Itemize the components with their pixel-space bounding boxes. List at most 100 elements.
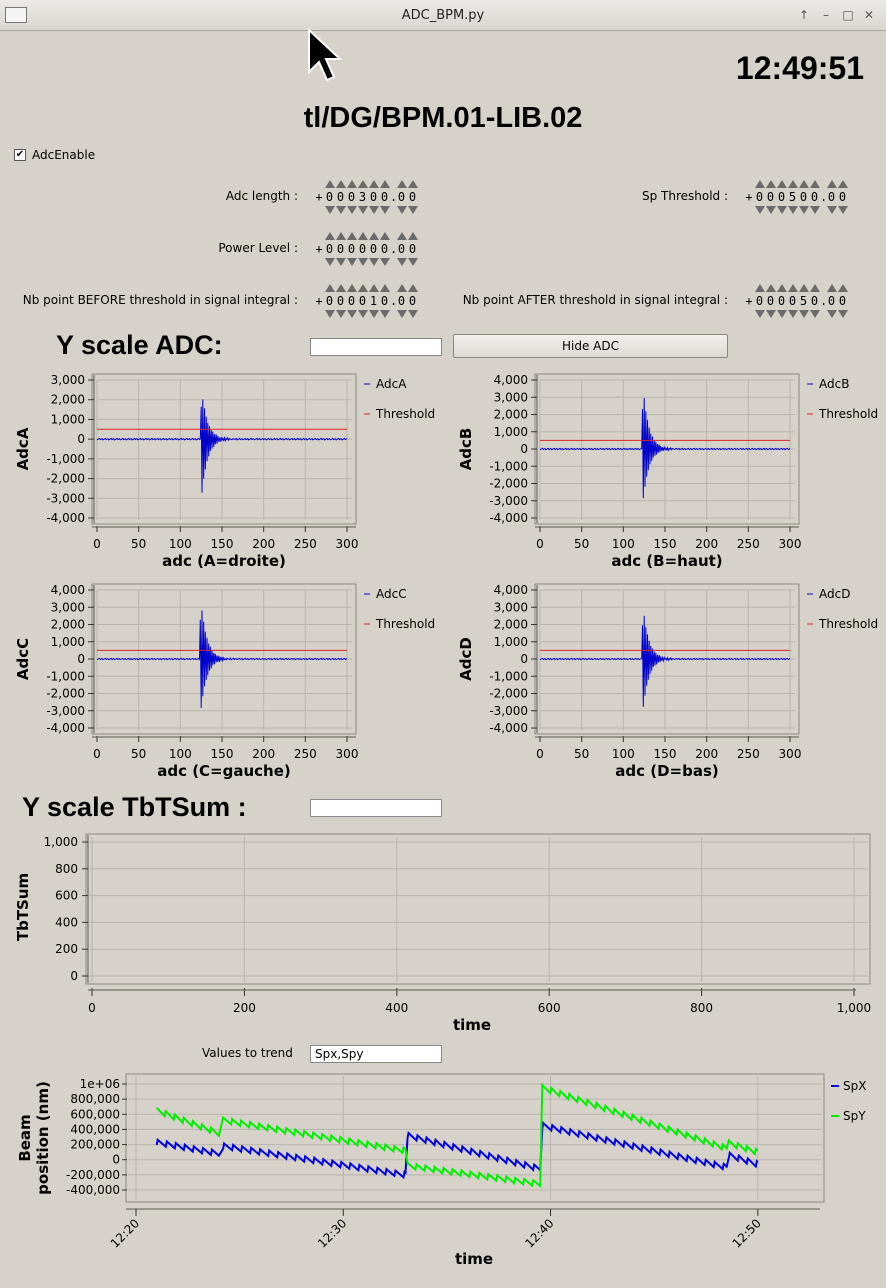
arrow-up-icon[interactable] — [369, 232, 379, 240]
arrow-up-icon[interactable] — [838, 180, 848, 188]
arrow-up-icon[interactable] — [777, 180, 787, 188]
arrow-up-icon[interactable] — [408, 232, 418, 240]
arrow-up-icon[interactable] — [799, 284, 809, 292]
adc-d-chart[interactable]: 4,000 3,000 2,000 1,000 0 -1,000 -2,000 -3,000 -… — [443, 576, 886, 786]
digit-wheel[interactable]: 0 — [324, 231, 335, 267]
arrow-down-icon[interactable] — [369, 310, 379, 318]
digit-wheel[interactable]: 0 — [396, 231, 407, 267]
digit-wheel[interactable]: 0 — [809, 283, 820, 319]
arrow-up-icon[interactable] — [755, 284, 765, 292]
arrow-up-icon[interactable] — [325, 284, 335, 292]
digit-wheel[interactable]: 0 — [754, 179, 765, 215]
digit-wheel[interactable]: 0 — [357, 231, 368, 267]
digit-wheel[interactable]: 3 — [357, 179, 368, 215]
digit-wheel[interactable]: 0 — [379, 179, 390, 215]
arrow-up-icon[interactable] — [397, 180, 407, 188]
arrow-up-icon[interactable] — [408, 284, 418, 292]
digit-wheel[interactable]: 1 — [368, 283, 379, 319]
digit-wheel[interactable]: 0 — [368, 179, 379, 215]
arrow-up-icon[interactable] — [777, 284, 787, 292]
arrow-up-icon[interactable] — [827, 180, 837, 188]
digit-wheel[interactable]: 0 — [335, 231, 346, 267]
values-to-trend-input[interactable]: Spx,Spy — [310, 1045, 442, 1063]
arrow-down-icon[interactable] — [397, 258, 407, 266]
arrow-down-icon[interactable] — [358, 206, 368, 214]
arrow-up-icon[interactable] — [358, 232, 368, 240]
arrow-down-icon[interactable] — [325, 206, 335, 214]
arrow-down-icon[interactable] — [380, 206, 390, 214]
digit-wheel[interactable]: 0 — [335, 283, 346, 319]
arrow-down-icon[interactable] — [325, 258, 335, 266]
arrow-down-icon[interactable] — [380, 310, 390, 318]
arrow-up-icon[interactable] — [380, 284, 390, 292]
digit-wheel[interactable]: 5 — [787, 179, 798, 215]
adc-b-chart[interactable]: 4,000 3,000 2,000 1,000 0 -1,000 -2,000 -3,000 -… — [443, 366, 886, 576]
arrow-up-icon[interactable] — [838, 284, 848, 292]
arrow-down-icon[interactable] — [810, 310, 820, 318]
arrow-down-icon[interactable] — [408, 258, 418, 266]
arrow-up-icon[interactable] — [380, 232, 390, 240]
adc-c-chart[interactable]: 4,000 3,000 2,000 1,000 0 -1,000 -2,000 -3,000 -… — [0, 576, 443, 786]
arrow-down-icon[interactable] — [777, 310, 787, 318]
arrow-up-icon[interactable] — [397, 284, 407, 292]
arrow-up-icon[interactable] — [358, 180, 368, 188]
arrow-down-icon[interactable] — [397, 310, 407, 318]
arrow-down-icon[interactable] — [408, 310, 418, 318]
arrow-up-icon[interactable] — [810, 284, 820, 292]
window-app-icon[interactable] — [5, 7, 27, 23]
window-maximize-icon[interactable]: □ — [842, 8, 854, 22]
arrow-down-icon[interactable] — [788, 206, 798, 214]
digit-wheel[interactable]: 0 — [826, 179, 837, 215]
digit-wheel[interactable]: . — [820, 283, 827, 319]
arrow-up-icon[interactable] — [397, 232, 407, 240]
hide-adc-button[interactable]: Hide ADC — [453, 334, 728, 358]
digit-wheel[interactable]: 0 — [335, 179, 346, 215]
arrow-down-icon[interactable] — [838, 310, 848, 318]
y-scale-tbt-input[interactable] — [310, 799, 442, 817]
arrow-up-icon[interactable] — [369, 284, 379, 292]
arrow-down-icon[interactable] — [799, 310, 809, 318]
sp-threshold-spinner[interactable]: +0 0 0 5 0 0. 0 0 — [744, 179, 848, 215]
adc-length-spinner[interactable]: +0 0 0 3 0 0. 0 0 — [314, 179, 418, 215]
arrow-up-icon[interactable] — [369, 180, 379, 188]
digit-wheel[interactable]: 0 — [776, 179, 787, 215]
arrow-down-icon[interactable] — [766, 206, 776, 214]
digit-wheel[interactable]: 0 — [324, 179, 335, 215]
arrow-down-icon[interactable] — [347, 206, 357, 214]
digit-wheel[interactable]: 0 — [754, 283, 765, 319]
arrow-up-icon[interactable] — [766, 284, 776, 292]
arrow-down-icon[interactable] — [777, 206, 787, 214]
arrow-down-icon[interactable] — [788, 310, 798, 318]
arrow-down-icon[interactable] — [336, 206, 346, 214]
digit-wheel[interactable]: 0 — [837, 283, 848, 319]
arrow-up-icon[interactable] — [766, 180, 776, 188]
adc-a-chart[interactable]: 3,000 2,000 1,000 0 -1,000 -2,000 -3,000 -4,000… — [0, 366, 443, 576]
digit-wheel[interactable]: 0 — [776, 283, 787, 319]
digit-wheel[interactable]: 0 — [346, 283, 357, 319]
arrow-down-icon[interactable] — [336, 258, 346, 266]
tbt-sum-chart[interactable]: 1,000 800 600 400 200 0 0 200 400 600 800 1,000 time… — [0, 830, 886, 1040]
arrow-down-icon[interactable] — [325, 310, 335, 318]
digit-wheel[interactable]: 0 — [809, 179, 820, 215]
arrow-down-icon[interactable] — [358, 258, 368, 266]
nb-before-spinner[interactable]: +0 0 0 0 1 0. 0 0 — [314, 283, 418, 319]
digit-wheel[interactable]: 0 — [826, 283, 837, 319]
arrow-down-icon[interactable] — [766, 310, 776, 318]
arrow-down-icon[interactable] — [369, 258, 379, 266]
arrow-down-icon[interactable] — [347, 310, 357, 318]
arrow-up-icon[interactable] — [336, 180, 346, 188]
arrow-up-icon[interactable] — [347, 284, 357, 292]
arrow-up-icon[interactable] — [810, 180, 820, 188]
arrow-down-icon[interactable] — [755, 310, 765, 318]
arrow-down-icon[interactable] — [827, 206, 837, 214]
arrow-up-icon[interactable] — [827, 284, 837, 292]
arrow-down-icon[interactable] — [358, 310, 368, 318]
arrow-up-icon[interactable] — [325, 232, 335, 240]
digit-wheel[interactable]: . — [390, 179, 397, 215]
arrow-up-icon[interactable] — [336, 232, 346, 240]
digit-wheel[interactable]: . — [390, 231, 397, 267]
digit-wheel[interactable]: 0 — [407, 283, 418, 319]
window-raise-icon[interactable]: ↑ — [798, 8, 810, 22]
arrow-down-icon[interactable] — [336, 310, 346, 318]
